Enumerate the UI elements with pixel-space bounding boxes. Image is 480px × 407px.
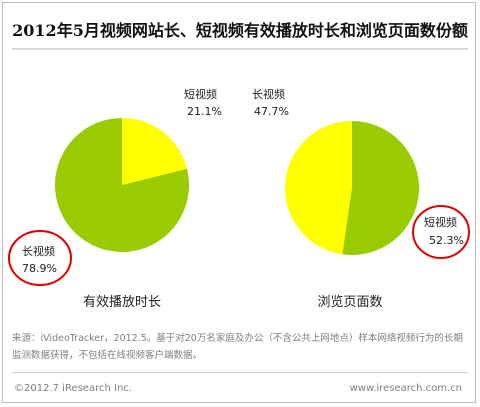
chart-title: 2012年5月视频网站长、短视频有效播放时长和浏览页面数份额	[12, 21, 468, 40]
copyright-text: ©2012.7 iResearch Inc.	[14, 383, 132, 394]
highlight-circle-pageviews-short	[412, 205, 470, 259]
label-playtime-long-pct: 78.9%	[22, 262, 57, 275]
label-playtime-short-pct: 21.1%	[187, 105, 222, 118]
pie-pageviews: 长视频 47.7% 短视频 52.3% 浏览页面数	[252, 87, 470, 310]
footer-divider	[12, 372, 468, 373]
slice-pageviews-long	[285, 121, 352, 255]
website-text: www.iresearch.com.cn	[349, 383, 462, 394]
slice-playtime-long	[55, 118, 190, 252]
label-pageviews-long-name: 长视频	[252, 87, 285, 101]
label-playtime-long-name: 长视频	[22, 244, 55, 258]
pie-playtime: 短视频 21.1% 长视频 78.9% 有效播放时长	[8, 87, 222, 310]
label-pageviews-short-name: 短视频	[424, 215, 457, 229]
slice-playtime-short	[122, 118, 187, 185]
label-pageviews-short-pct: 52.3%	[429, 234, 464, 247]
pie-title-playtime: 有效播放时长	[83, 295, 161, 310]
title-divider	[12, 48, 468, 50]
highlight-circle-playtime-long	[8, 230, 72, 286]
label-pageviews-long-pct: 47.7%	[254, 105, 289, 118]
pie-title-pageviews: 浏览页面数	[317, 294, 382, 310]
slice-pageviews-short	[342, 120, 420, 255]
label-playtime-short-name: 短视频	[184, 87, 217, 101]
source-note: 来源：iVideoTracker，2012.5。基于对20万名家庭及办公（不含公…	[12, 333, 463, 361]
